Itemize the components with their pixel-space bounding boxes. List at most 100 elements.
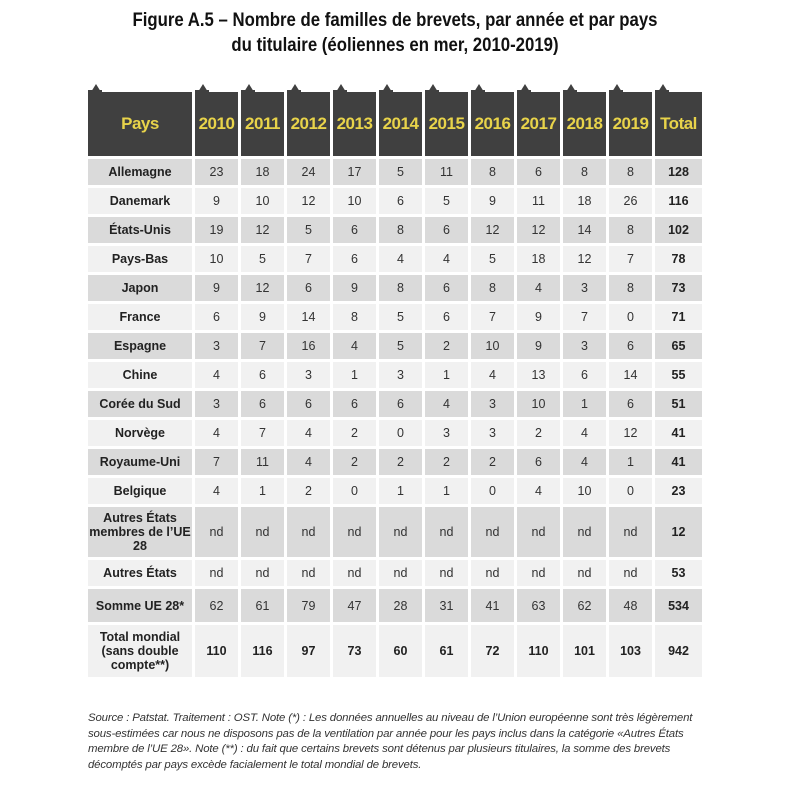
table-cell: nd	[471, 560, 514, 586]
table-cell: 61	[425, 625, 468, 677]
table-cell: 10	[241, 188, 284, 214]
table-cell: 6	[195, 304, 238, 330]
table-cell: nd	[563, 507, 606, 557]
table-cell: 12	[241, 275, 284, 301]
table-cell: 8	[609, 217, 652, 243]
row-total: 78	[655, 246, 702, 272]
row-label: Espagne	[88, 333, 192, 359]
table-cell: 4	[517, 478, 560, 504]
title-line-1: Figure A.5 – Nombre de familles de breve…	[132, 9, 658, 31]
table-cell: 9	[195, 188, 238, 214]
table-cell: 6	[425, 304, 468, 330]
table-cell: 7	[241, 420, 284, 446]
table-cell: nd	[333, 507, 376, 557]
table-cell: 4	[195, 362, 238, 388]
row-label: Danemark	[88, 188, 192, 214]
table-cell: 6	[241, 391, 284, 417]
table-cell: 8	[471, 275, 514, 301]
table-cell: 2	[333, 449, 376, 475]
table-cell: 18	[241, 159, 284, 185]
table-cell: 14	[563, 217, 606, 243]
table-cell: 61	[241, 589, 284, 622]
row-label: Chine	[88, 362, 192, 388]
table-cell: 2	[287, 478, 330, 504]
column-header: Pays	[88, 84, 192, 156]
row-label: Somme UE 28*	[88, 589, 192, 622]
table-cell: 6	[287, 275, 330, 301]
column-header: 2019	[609, 84, 652, 156]
table-cell: 7	[287, 246, 330, 272]
column-header: 2011	[241, 84, 284, 156]
row-total: 51	[655, 391, 702, 417]
table-cell: 12	[517, 217, 560, 243]
table-cell: 5	[379, 333, 422, 359]
table-cell: 7	[563, 304, 606, 330]
table-cell: 3	[287, 362, 330, 388]
table-cell: nd	[379, 507, 422, 557]
table-cell: 1	[609, 449, 652, 475]
table-cell: 47	[333, 589, 376, 622]
table-cell: 62	[563, 589, 606, 622]
table-cell: 28	[379, 589, 422, 622]
table-cell: 48	[609, 589, 652, 622]
row-label: Autres États	[88, 560, 192, 586]
row-label: Corée du Sud	[88, 391, 192, 417]
table-cell: 1	[241, 478, 284, 504]
table-cell: 0	[609, 304, 652, 330]
table-cell: 3	[195, 333, 238, 359]
table-cell: 11	[517, 188, 560, 214]
row-total: 23	[655, 478, 702, 504]
table-cell: 63	[517, 589, 560, 622]
table-cell: nd	[241, 560, 284, 586]
row-total: 102	[655, 217, 702, 243]
table-cell: 3	[563, 275, 606, 301]
table-cell: 103	[609, 625, 652, 677]
table-cell: 41	[471, 589, 514, 622]
row-total: 534	[655, 589, 702, 622]
table-cell: 13	[517, 362, 560, 388]
column-header: Total	[655, 84, 702, 156]
table-cell: 9	[333, 275, 376, 301]
table-cell: 10	[333, 188, 376, 214]
table-cell: 4	[425, 391, 468, 417]
table-cell: 11	[425, 159, 468, 185]
row-total: 65	[655, 333, 702, 359]
table-cell: 0	[379, 420, 422, 446]
table-cell: 8	[333, 304, 376, 330]
table-cell: 3	[563, 333, 606, 359]
column-header: 2018	[563, 84, 606, 156]
table-cell: 97	[287, 625, 330, 677]
row-label: Autres États membres de l’UE 28	[88, 507, 192, 557]
table-cell: 4	[425, 246, 468, 272]
table-cell: 8	[609, 159, 652, 185]
table-cell: 7	[241, 333, 284, 359]
table-cell: 31	[425, 589, 468, 622]
table-cell: 19	[195, 217, 238, 243]
table-cell: nd	[563, 560, 606, 586]
table-cell: 1	[333, 362, 376, 388]
table-cell: 4	[471, 362, 514, 388]
table-cell: 18	[517, 246, 560, 272]
row-total: 942	[655, 625, 702, 677]
table-cell: 0	[471, 478, 514, 504]
table-cell: 6	[379, 188, 422, 214]
table-cell: 10	[517, 391, 560, 417]
table-cell: 4	[517, 275, 560, 301]
table-cell: 6	[517, 159, 560, 185]
row-label: Belgique	[88, 478, 192, 504]
table-cell: 1	[563, 391, 606, 417]
row-total: 55	[655, 362, 702, 388]
table-cell: 12	[563, 246, 606, 272]
row-total: 41	[655, 420, 702, 446]
column-header: 2017	[517, 84, 560, 156]
row-label: Royaume-Uni	[88, 449, 192, 475]
table-cell: 2	[425, 449, 468, 475]
table-cell: 101	[563, 625, 606, 677]
patent-table: Pays 2010 2011 2012 2013 2014 2015 2016 2017 2018…	[88, 84, 706, 677]
table-cell: nd	[287, 507, 330, 557]
table-cell: 6	[425, 275, 468, 301]
table-cell: 6	[563, 362, 606, 388]
table-cell: 7	[195, 449, 238, 475]
row-total: 73	[655, 275, 702, 301]
table-cell: 14	[609, 362, 652, 388]
